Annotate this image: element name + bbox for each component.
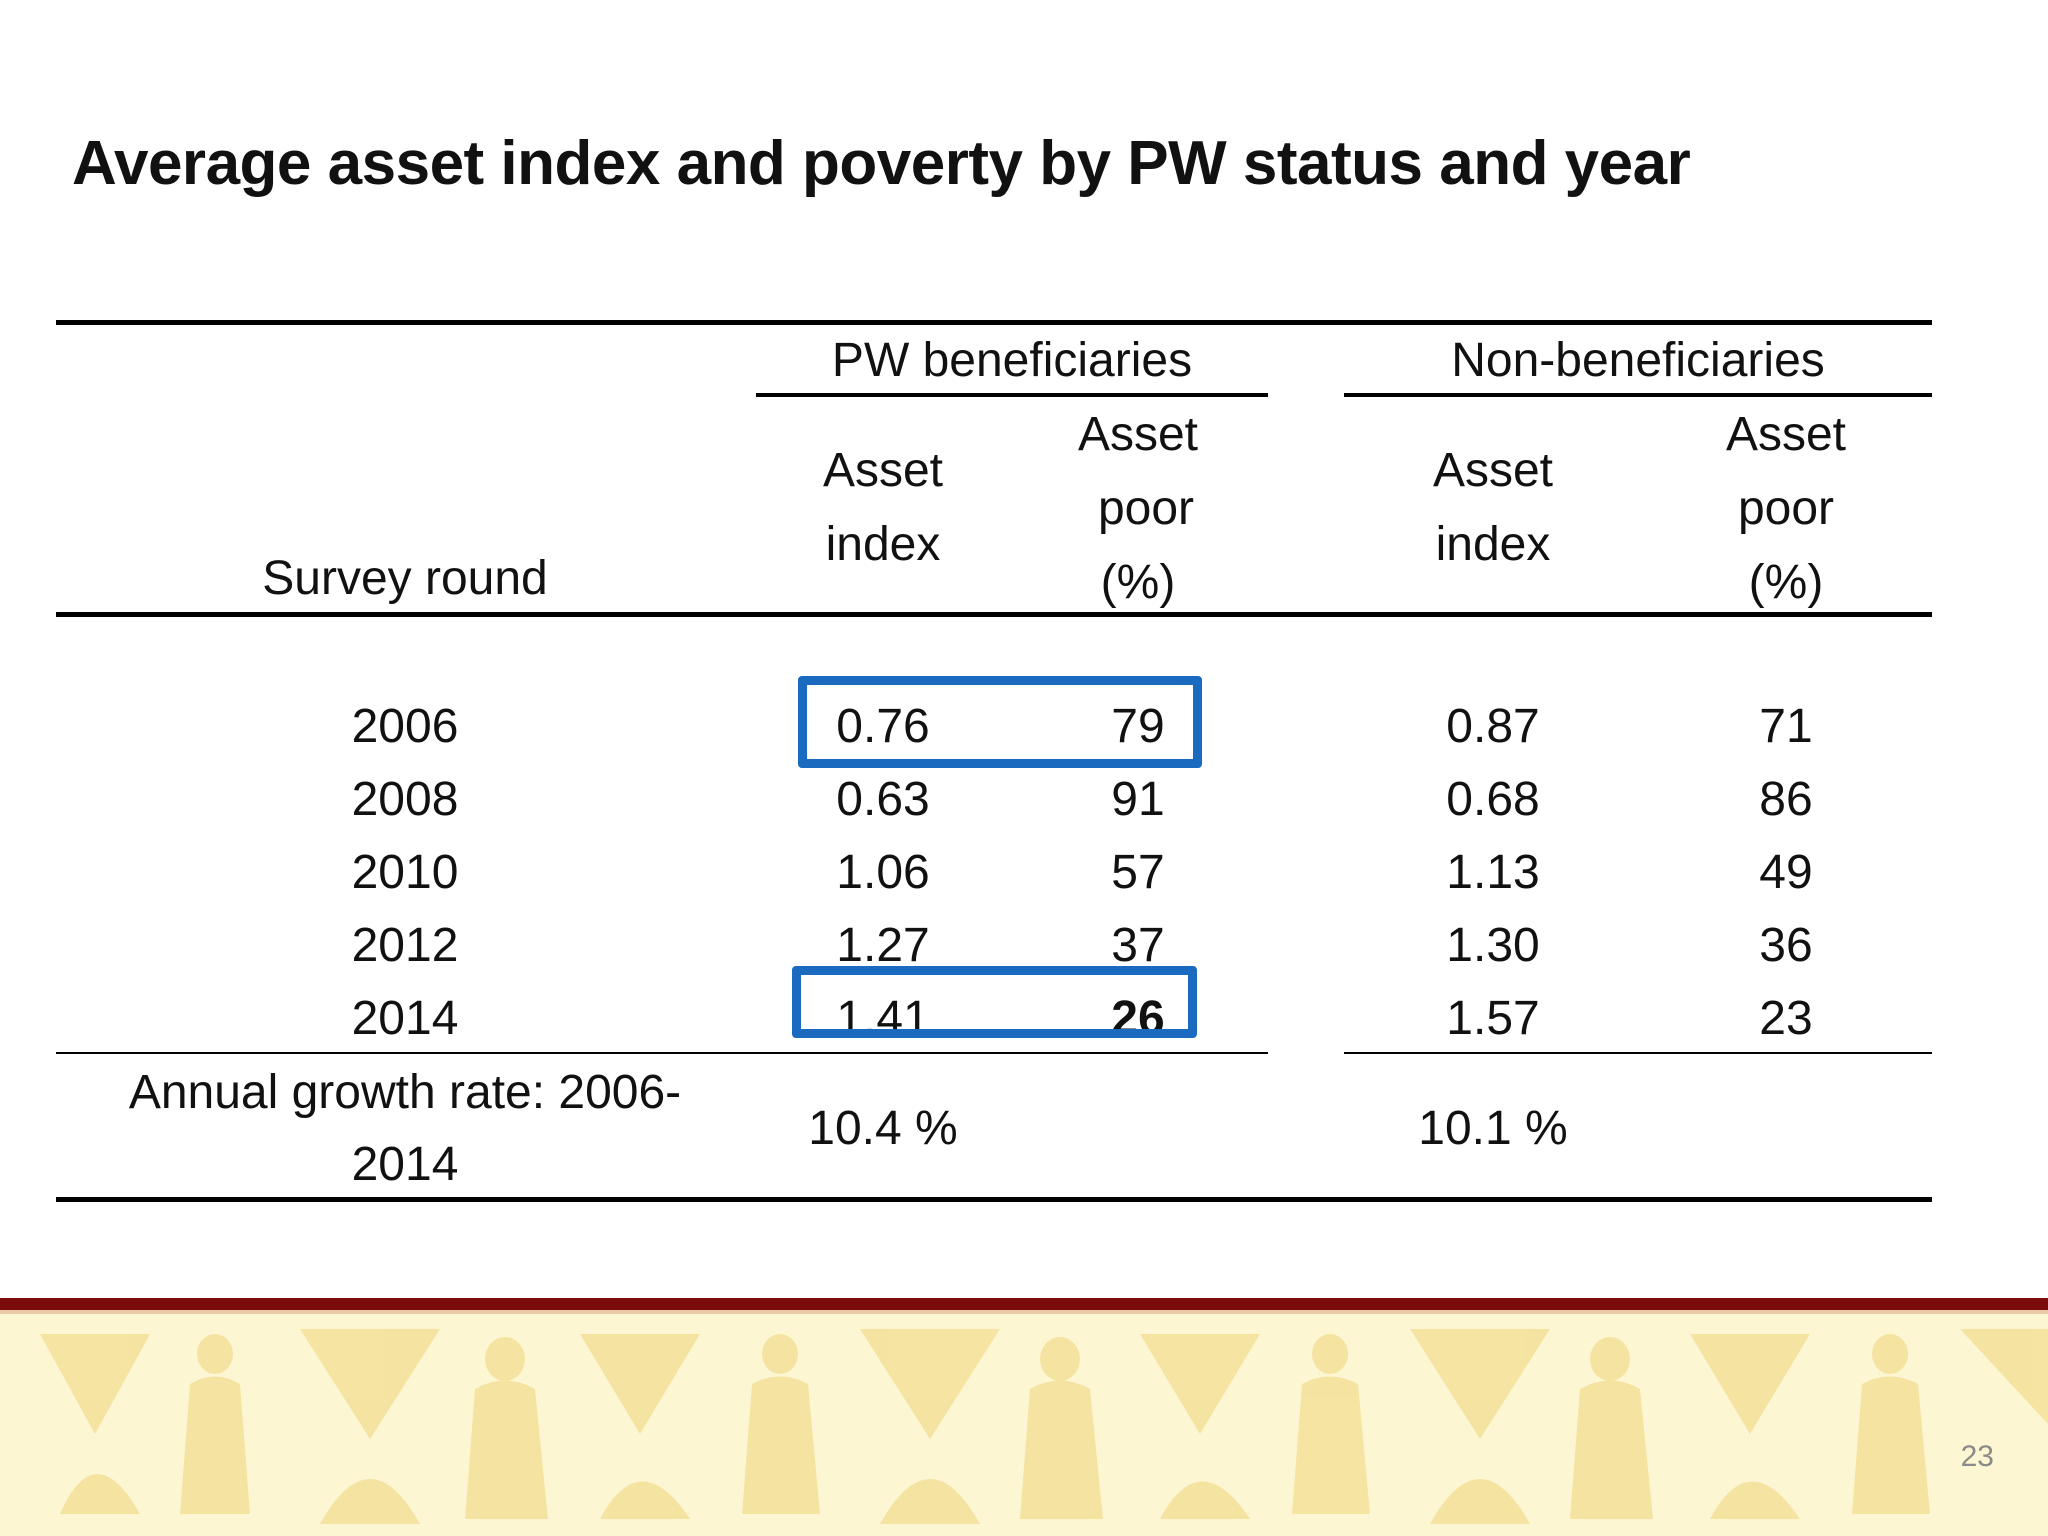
table-top-rule: [56, 320, 1932, 325]
non-asset-index-header-line2: index: [1435, 518, 1551, 571]
cell-non-poor: 23: [1759, 992, 1813, 1045]
header-bottom-rule: [56, 612, 1932, 617]
non-asset-poor-header-line3: (%): [1748, 556, 1824, 609]
cell-pw-index: 1.06: [836, 846, 930, 899]
slide-title: Average asset index and poverty by PW st…: [72, 129, 1691, 198]
pw-asset-poor-header-line3: (%): [1100, 556, 1176, 609]
pw-asset-index-header-line2: index: [825, 518, 941, 571]
pw-asset-poor-header-line2: poor: [1097, 482, 1195, 535]
header-survey-round: Survey round: [262, 552, 548, 605]
cell-year: 2010: [351, 846, 459, 899]
footer-pattern: [0, 1314, 2048, 1536]
cell-non-index: 1.57: [1446, 992, 1540, 1045]
cell-pw-poor: 91: [1111, 773, 1165, 826]
cell-non-index: 1.13: [1446, 846, 1540, 899]
non-asset-poor-header-line1: Asset: [1725, 408, 1847, 461]
cell-pw-poor: 57: [1111, 846, 1165, 899]
cell-non-poor: 36: [1759, 919, 1813, 972]
growth-non-value: 10.1 %: [1418, 1102, 1568, 1155]
group-header-non: Non-beneficiaries: [1451, 334, 1825, 387]
footer-band: [0, 1298, 2048, 1310]
cell-pw-index: 1.41: [836, 992, 930, 1034]
pw-asset-index-header-line1: Asset: [822, 444, 944, 497]
cell-year: 2012: [351, 919, 459, 972]
page-number: 23: [1960, 1440, 1994, 1473]
data-bottom-rule-left: [56, 1052, 1268, 1054]
cell-non-index: 0.87: [1446, 700, 1540, 753]
cell-non-poor: 86: [1759, 773, 1813, 826]
non-asset-index-header-line1: Asset: [1432, 444, 1554, 497]
growth-label-line2: 2014: [351, 1138, 459, 1191]
growth-label-line1: Annual growth rate: 2006-: [128, 1066, 682, 1119]
cell-non-poor: 49: [1759, 846, 1813, 899]
non-group-rule: [1344, 393, 1932, 397]
cell-pw-poor: 37: [1111, 919, 1165, 972]
cell-year: 2014: [351, 992, 459, 1045]
group-header-pw: PW beneficiaries: [831, 334, 1193, 387]
pw-asset-poor-header-line1: Asset: [1077, 408, 1199, 461]
cell-pw-index: 0.63: [836, 773, 930, 826]
cell-non-index: 0.68: [1446, 773, 1540, 826]
cell-pw-poor: 26: [1111, 992, 1165, 1034]
cell-non-index: 1.30: [1446, 919, 1540, 972]
growth-pw-value: 10.4 %: [808, 1102, 958, 1155]
pw-group-rule: [756, 393, 1268, 397]
cell-year: 2006: [351, 700, 459, 753]
cell-pw-index: 1.27: [836, 919, 930, 972]
cell-year: 2008: [351, 773, 459, 826]
cell-pw-index: 0.76: [836, 700, 930, 753]
footer-band-edge: [0, 1310, 2048, 1314]
non-asset-poor-header-line2: poor: [1737, 482, 1835, 535]
cell-pw-poor: 79: [1111, 700, 1165, 753]
highlight-box-2006: [798, 676, 1202, 768]
figures-pattern-icon: [40, 1329, 2048, 1524]
highlight-box-2014: [792, 966, 1197, 1038]
data-bottom-rule-right: [1344, 1052, 1932, 1054]
table-bottom-rule: [56, 1197, 1932, 1202]
cell-non-poor: 71: [1759, 700, 1813, 753]
